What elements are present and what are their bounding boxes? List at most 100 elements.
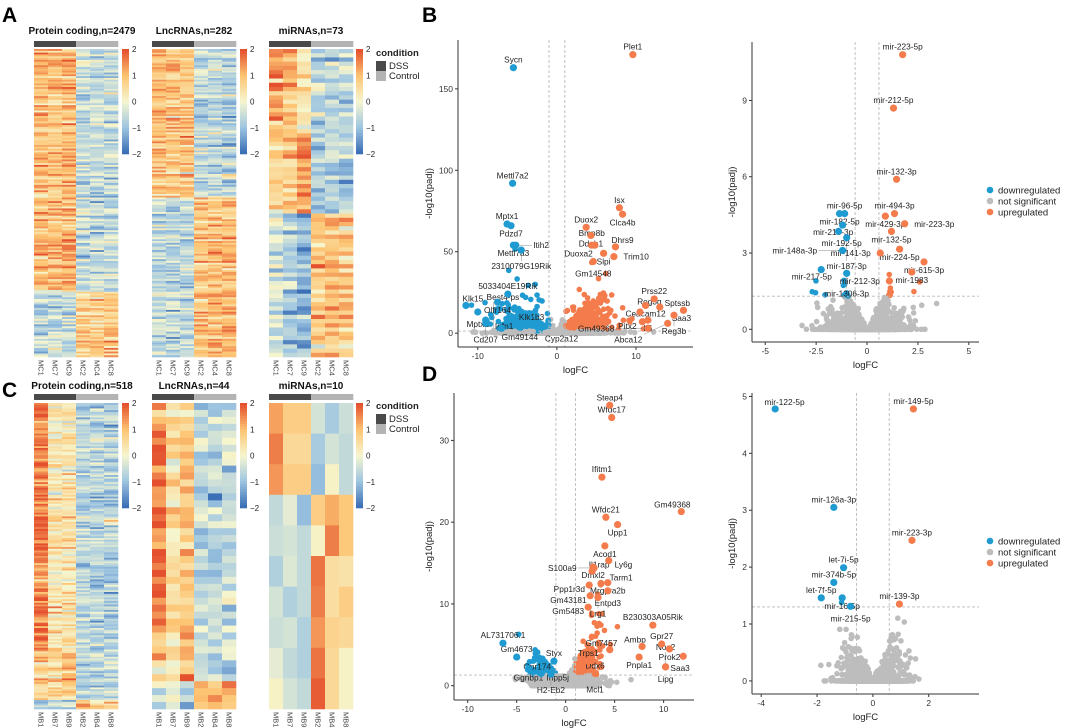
heatmap-cell <box>194 164 209 168</box>
heatmap-cell <box>90 87 105 90</box>
heatmap-cell <box>62 703 77 706</box>
heatmap-cell <box>62 413 77 416</box>
colorbar-segment <box>240 426 247 430</box>
heatmap-cell <box>34 137 49 140</box>
heatmap-cell <box>283 348 298 354</box>
heatmap-cell <box>283 188 298 193</box>
heatmap-cell <box>90 446 105 449</box>
heatmap-cell <box>48 554 63 557</box>
heatmap-cell <box>152 241 167 244</box>
heatmap-cell <box>180 253 195 256</box>
heatmap-cell <box>152 101 167 104</box>
sample-label: MB1 <box>155 712 164 727</box>
heatmap-cell <box>76 543 91 546</box>
condition-bar-cell <box>180 394 195 400</box>
heatmap-cell <box>104 403 119 406</box>
colorbar-segment <box>240 130 247 134</box>
heatmap-cell <box>34 705 49 708</box>
heatmap-cell <box>104 493 119 496</box>
heatmap-cell <box>208 139 223 142</box>
heatmap-cell <box>90 183 105 186</box>
heatmap-cell <box>180 507 195 515</box>
heatmap-cell <box>104 161 119 164</box>
heatmap-cell <box>222 259 237 262</box>
heatmap-cell <box>62 700 77 703</box>
heatmap-cell <box>34 264 49 267</box>
heatmap-cell <box>297 285 312 290</box>
heatmap-cell <box>48 54 63 57</box>
heatmap-cell <box>90 417 105 420</box>
heatmap-cell <box>166 157 181 160</box>
heatmap-cell <box>104 705 119 708</box>
sample-label: MB8 <box>225 712 234 727</box>
heatmap-cell <box>166 148 181 151</box>
heatmap-cell <box>152 237 167 240</box>
heatmap-cell <box>62 264 77 267</box>
heatmap-cell <box>62 494 77 497</box>
heatmap-cell <box>48 179 63 182</box>
colorbar-segment <box>122 112 129 115</box>
heatmap-cell <box>62 351 77 354</box>
heatmap-cell <box>104 489 119 492</box>
colorbar-tick: 2 <box>250 45 255 54</box>
heatmap-cell <box>180 233 195 236</box>
heatmap-cell <box>76 547 91 550</box>
heatmap-cell <box>222 576 237 585</box>
heatmap-cell <box>208 204 223 207</box>
heatmap-cell <box>104 437 119 440</box>
heatmap-cell <box>208 351 223 354</box>
heatmap-cell <box>62 505 77 508</box>
heatmap-cell <box>180 308 195 311</box>
heatmap-cell <box>104 530 119 533</box>
heatmap-cell <box>76 415 91 418</box>
heatmap-cell <box>297 255 312 261</box>
heatmap-cell <box>76 139 91 142</box>
heatmap-cell <box>269 175 284 181</box>
heatmap-cell <box>194 472 209 480</box>
heatmap-cell <box>76 597 91 600</box>
heatmap-cell <box>194 76 209 79</box>
heatmap-cell <box>90 175 105 178</box>
heatmap-cell <box>34 577 49 580</box>
heatmap-cell <box>76 164 91 168</box>
heatmap-cell <box>166 112 181 115</box>
heatmap-cell <box>311 167 326 172</box>
heatmap-cell <box>48 56 63 59</box>
heatmap-cell <box>180 250 195 253</box>
heatmap-cell <box>90 406 105 409</box>
heatmap-cell <box>269 57 284 62</box>
heatmap-cell <box>62 110 77 113</box>
heatmap-cell <box>104 116 119 119</box>
heatmap-cell <box>48 174 63 177</box>
heatmap-cell <box>90 235 105 238</box>
heatmap-cell <box>48 246 63 249</box>
heatmap-cell <box>222 409 237 418</box>
heatmap-cell <box>194 150 209 153</box>
heatmap-cell <box>90 475 105 478</box>
heatmap-cell <box>90 244 105 247</box>
heatmap-cell <box>34 703 49 706</box>
heatmap-cell <box>48 599 63 602</box>
heatmap-cell <box>48 532 63 535</box>
heatmap-cell <box>34 56 49 59</box>
heatmap-cell <box>62 577 77 580</box>
heatmap-cell <box>90 52 105 55</box>
heatmap-title: Protein coding,n=518 <box>31 381 133 392</box>
heatmap-cell <box>166 201 181 204</box>
heatmap-cell <box>166 403 181 411</box>
heatmap-cell <box>90 92 105 95</box>
heatmap-cell <box>90 108 105 111</box>
heatmap-cell <box>208 157 223 160</box>
heatmap-cell <box>34 117 49 120</box>
heatmap-cell <box>180 306 195 309</box>
heatmap-cell <box>283 217 298 223</box>
heatmap-cell <box>180 255 195 258</box>
heatmap-cell <box>180 313 195 316</box>
colorbar-segment <box>122 500 129 504</box>
heatmap-cell <box>222 306 237 309</box>
heatmap-cell <box>297 209 312 214</box>
heatmap-cell <box>222 333 237 336</box>
heatmap-cell <box>48 204 63 207</box>
heatmap-cell <box>34 559 49 562</box>
